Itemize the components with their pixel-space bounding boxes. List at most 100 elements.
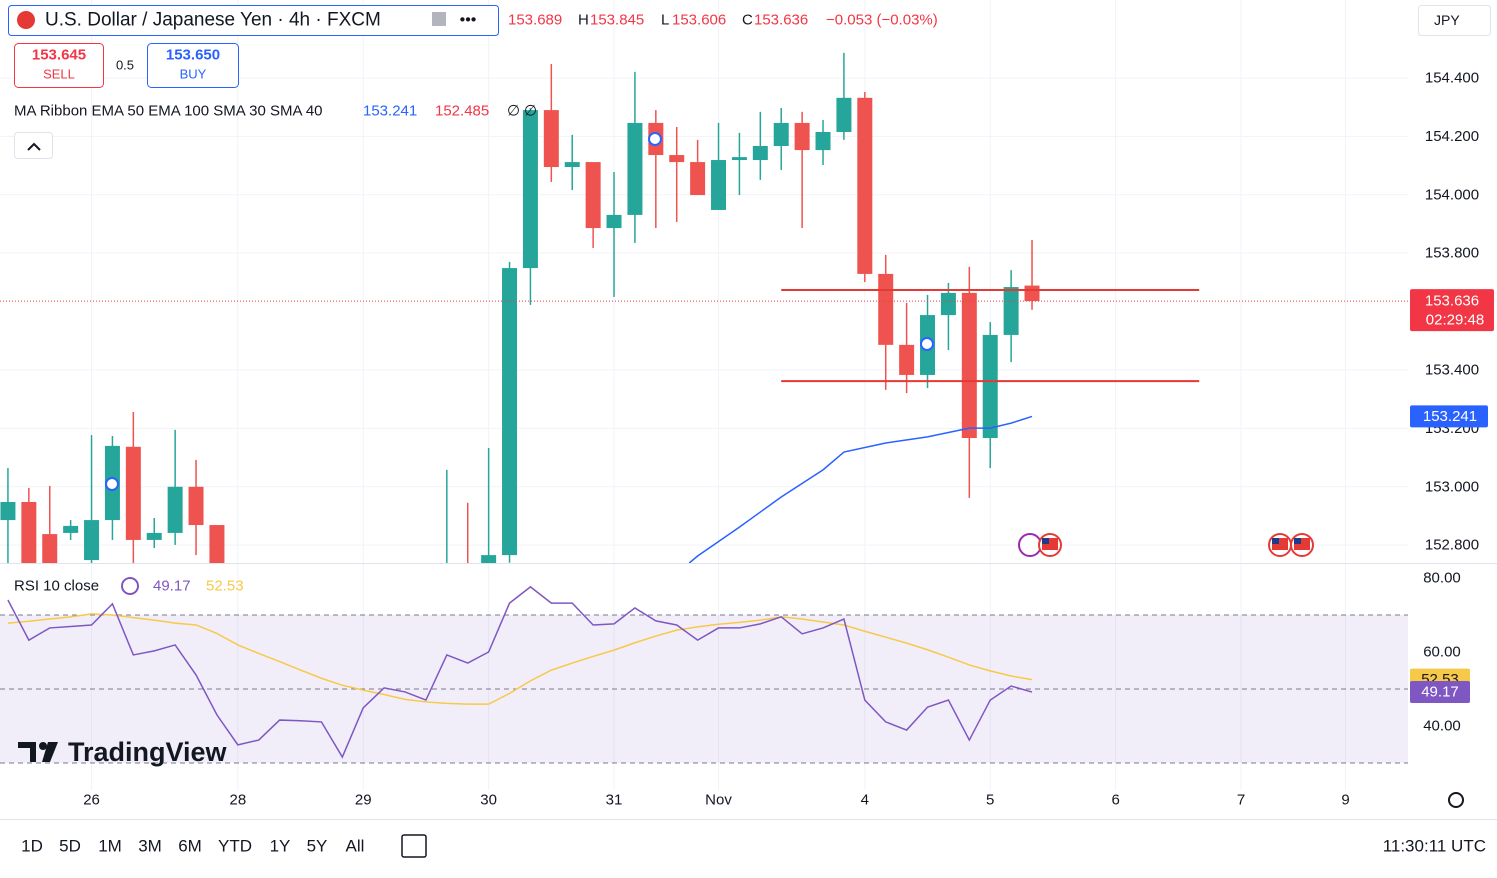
x-tick-label: 9 [1341,792,1349,809]
timeframe-button[interactable]: 1M [98,837,122,856]
candle-body [63,525,79,533]
indicator-value: 153.241 [363,103,417,120]
symbol-title: U.S. Dollar / Japanese Yen · 4h · FXCM [45,10,381,31]
ema-line [688,415,1033,563]
y-tick-label: 154.000 [1425,186,1479,203]
candle-body [773,122,789,147]
buy-button[interactable] [147,43,239,88]
candle-body [940,292,956,316]
x-tick-label: 6 [1111,792,1119,809]
timeframe-button[interactable]: 1D [21,837,43,856]
candle-body [585,162,601,229]
clock: 11:30:11 UTC [1383,837,1486,856]
x-tick-label: 7 [1237,792,1245,809]
candle-body [731,157,747,161]
candle-body [502,268,518,556]
event-icons[interactable] [1018,533,1314,557]
rsi-line [7,585,1033,759]
y-tick-label: 153.800 [1425,245,1479,262]
candle-body [836,97,852,132]
low-label: L [661,12,669,29]
candle-body [815,131,831,151]
close-label: C [742,12,753,29]
candle-body [481,555,497,563]
candle-body [669,155,685,163]
candle-body [21,501,37,563]
rsi-ma-line [7,613,1033,705]
timeframe-button[interactable]: YTD [218,837,252,856]
sell-price: 153.645 [32,47,86,64]
candle-body [0,501,16,521]
sell-button[interactable] [14,43,104,88]
candle-body [125,446,141,540]
candle-body [690,162,706,196]
candle-body [899,344,915,375]
symbol-box[interactable] [8,5,499,36]
candle-body [543,110,559,168]
rsi-tick-label: 40.00 [1423,717,1461,734]
rsi-ma-value: 52.53 [206,578,244,595]
sell-label: SELL [43,67,75,82]
ema-tag-label: 153.241 [1423,408,1477,425]
chart-markers [105,132,934,491]
price-tag [1410,289,1494,332]
currency-box[interactable] [1418,5,1491,36]
timeframe-button[interactable]: 1Y [270,837,291,856]
timeframe-button[interactable]: 3M [138,837,162,856]
indicator-value: ∅ [524,103,537,120]
x-tick-label: 31 [606,792,623,809]
candle-body [42,534,58,563]
x-tick-label: Nov [705,792,732,809]
rsi-tag [1410,681,1470,704]
x-tick-label: 5 [986,792,994,809]
chevron [27,142,41,151]
brand: TradingView [68,737,228,767]
candle-body [188,486,204,526]
candle-body [711,160,727,210]
price-tag-label: 153.636 [1425,293,1479,310]
x-tick-label: 26 [83,792,100,809]
y-tick-label: 153.400 [1425,361,1479,378]
timeframe-button[interactable]: 6M [178,837,202,856]
timeframe-button[interactable]: 5Y [307,837,328,856]
candle-body [460,569,475,575]
y-tick-label: 154.400 [1425,69,1479,86]
x-tick-label: 29 [355,792,372,809]
settings-icon[interactable] [1448,792,1464,808]
low-value: 153.606 [672,12,726,29]
timeframe-button[interactable]: 5D [59,837,81,856]
date-range-icon[interactable] [401,834,427,858]
candle-body [752,146,768,161]
currency: JPY [1434,12,1460,28]
rsi-value: 49.17 [153,578,191,595]
open-value: 153.689 [508,12,562,29]
change: −0.053 (−0.03%) [826,12,938,29]
candle-body [857,97,873,274]
countdown: 02:29:48 [1426,312,1484,329]
timeframe-button[interactable]: All [346,837,365,856]
indicator-label: MA Ribbon EMA 50 EMA 100 SMA 30 SMA 40 [14,103,323,120]
price-tag [1410,405,1488,428]
candle-body [794,122,810,151]
close-value: 153.636 [754,12,808,29]
x-tick-label: 28 [229,792,246,809]
rsi-label: RSI 10 close [14,578,99,595]
candle-body [1003,287,1019,335]
more-icon[interactable]: ••• [460,12,477,29]
candle-body [84,520,100,561]
flag-icon [17,11,35,29]
high-label: H [578,12,589,29]
spread: 0.5 [116,58,134,73]
rsi-tag-label: 49.17 [1421,684,1459,701]
y-tick-label: 154.200 [1425,128,1479,145]
rsi-tick-label: 80.00 [1423,569,1461,586]
candle-body [167,486,183,533]
indicator-value: ∅ [507,103,520,120]
icon[interactable] [432,12,446,26]
candle-body [522,110,538,269]
high-value: 153.845 [590,12,644,29]
rsi-icon [121,577,139,595]
candle-body [627,122,643,215]
candle-body [439,569,454,575]
